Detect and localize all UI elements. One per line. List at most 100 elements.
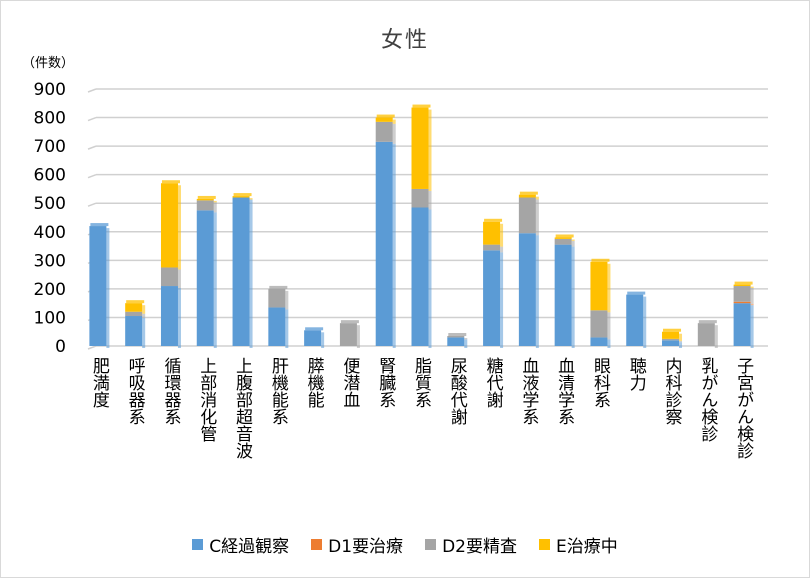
x-tick-label: 腎臓系 (375, 357, 396, 408)
gridline-edge (87, 202, 97, 207)
bar-segment-side (142, 305, 146, 314)
bar-segment-side (356, 325, 360, 348)
bar-top (448, 333, 467, 337)
bar-top (197, 195, 216, 199)
bar-top (627, 291, 646, 295)
legend-swatch (192, 539, 204, 550)
legend-label: C経過観察 (209, 537, 290, 557)
bar-segment (697, 323, 715, 346)
bar-segment-side (392, 123, 396, 144)
bar-segment (554, 237, 572, 239)
bar-segment-side (607, 339, 611, 348)
bar-top (376, 114, 395, 118)
bar-top (305, 327, 324, 331)
x-tick-label: 乳がん検診 (697, 357, 718, 442)
bar-segment (125, 311, 143, 317)
bar-top (591, 258, 610, 262)
x-tick-label: 子宮がん検診 (733, 357, 754, 459)
chart-title: 女性 (380, 28, 429, 53)
bar-segment-side (177, 185, 181, 270)
bar-top (555, 234, 574, 238)
gridline-edge (87, 173, 97, 179)
bar-segment (411, 188, 429, 208)
x-tick-label: 眼科系 (590, 357, 611, 408)
bar-segment-side (106, 228, 110, 348)
bar-segment-side (142, 318, 146, 348)
bar-segment (554, 238, 572, 245)
bar-segment (733, 303, 751, 346)
bar-segment (483, 250, 501, 346)
bar-segment-side (142, 313, 146, 319)
legend-item: C経過観察 (192, 532, 289, 557)
bar-segment (160, 183, 178, 268)
bar-segment-side (750, 286, 754, 289)
x-tick-label: 便潜血 (339, 357, 360, 408)
bar-top (161, 180, 180, 184)
bar-segment-side (428, 209, 432, 348)
y-tick-label: 300 (34, 251, 66, 271)
bar-top (269, 285, 288, 289)
bar-segment (375, 121, 393, 142)
legend-swatch (538, 539, 550, 550)
bar-segment-side (321, 332, 325, 348)
bar-segment-side (285, 290, 289, 310)
bar-top (663, 328, 682, 332)
x-tick-label: 血清学系 (554, 357, 575, 425)
legend-item: E治療中 (538, 532, 618, 557)
y-tick-label: 400 (34, 223, 66, 243)
bar-top (698, 320, 717, 324)
bar-segment (483, 221, 501, 245)
bar-top (126, 300, 145, 304)
y-tick-label: 0 (55, 337, 66, 357)
bar-segment (518, 233, 536, 346)
bar-segment (232, 196, 250, 198)
bar-segment-side (607, 312, 611, 340)
bar-top (519, 191, 538, 195)
y-tick-label: 600 (34, 166, 66, 186)
bar-segment-side (500, 246, 504, 253)
bar-segment (662, 340, 680, 346)
legend-label: D1要治療 (328, 537, 404, 557)
bar-segment-side (750, 303, 754, 306)
gridline-edge (87, 88, 97, 93)
x-tick-label: 肝機能系 (268, 357, 289, 425)
x-tick-label: 聴力 (626, 357, 647, 391)
x-tick-label: 肥満度 (89, 357, 110, 408)
bar-segment-side (392, 119, 396, 124)
bar-segment (554, 244, 572, 346)
x-tick-label: 上部消化管 (196, 357, 217, 442)
legend-item: D1要治療 (311, 532, 403, 557)
bar-segment (89, 226, 107, 346)
bar-segment (590, 261, 608, 311)
x-tick-label: 糖代謝 (483, 357, 504, 408)
bar-segment-side (643, 296, 647, 348)
bar-segment (411, 207, 429, 346)
bar-segment (733, 301, 751, 304)
y-tick-label: 800 (34, 109, 66, 129)
bar-segment (375, 117, 393, 122)
bar-segment-side (213, 202, 217, 213)
bar-segment (196, 210, 214, 346)
y-tick-label: 900 (34, 80, 66, 100)
bar-segment (268, 307, 286, 346)
bar-segment-side (249, 198, 253, 200)
bar-segment (662, 331, 680, 339)
bar-segment-side (679, 340, 683, 343)
bar-segment (626, 294, 644, 346)
bar-segment (268, 288, 286, 308)
bar-segment (160, 267, 178, 287)
bar-segment-side (607, 263, 611, 313)
bar-segment-side (571, 246, 575, 348)
y-tick-label: 700 (34, 137, 66, 157)
bar-top (340, 320, 359, 324)
bar-segment-side (428, 190, 432, 210)
bar-segment-side (249, 199, 253, 348)
bar-segment-side (750, 288, 754, 304)
legend-label: E治療中 (555, 537, 618, 557)
x-tick-label: 上腹部超音波 (232, 357, 253, 459)
bar-top (412, 104, 431, 108)
gridline-edge (87, 116, 97, 122)
bar-segment-side (714, 325, 718, 348)
bar-segment-side (464, 339, 468, 348)
